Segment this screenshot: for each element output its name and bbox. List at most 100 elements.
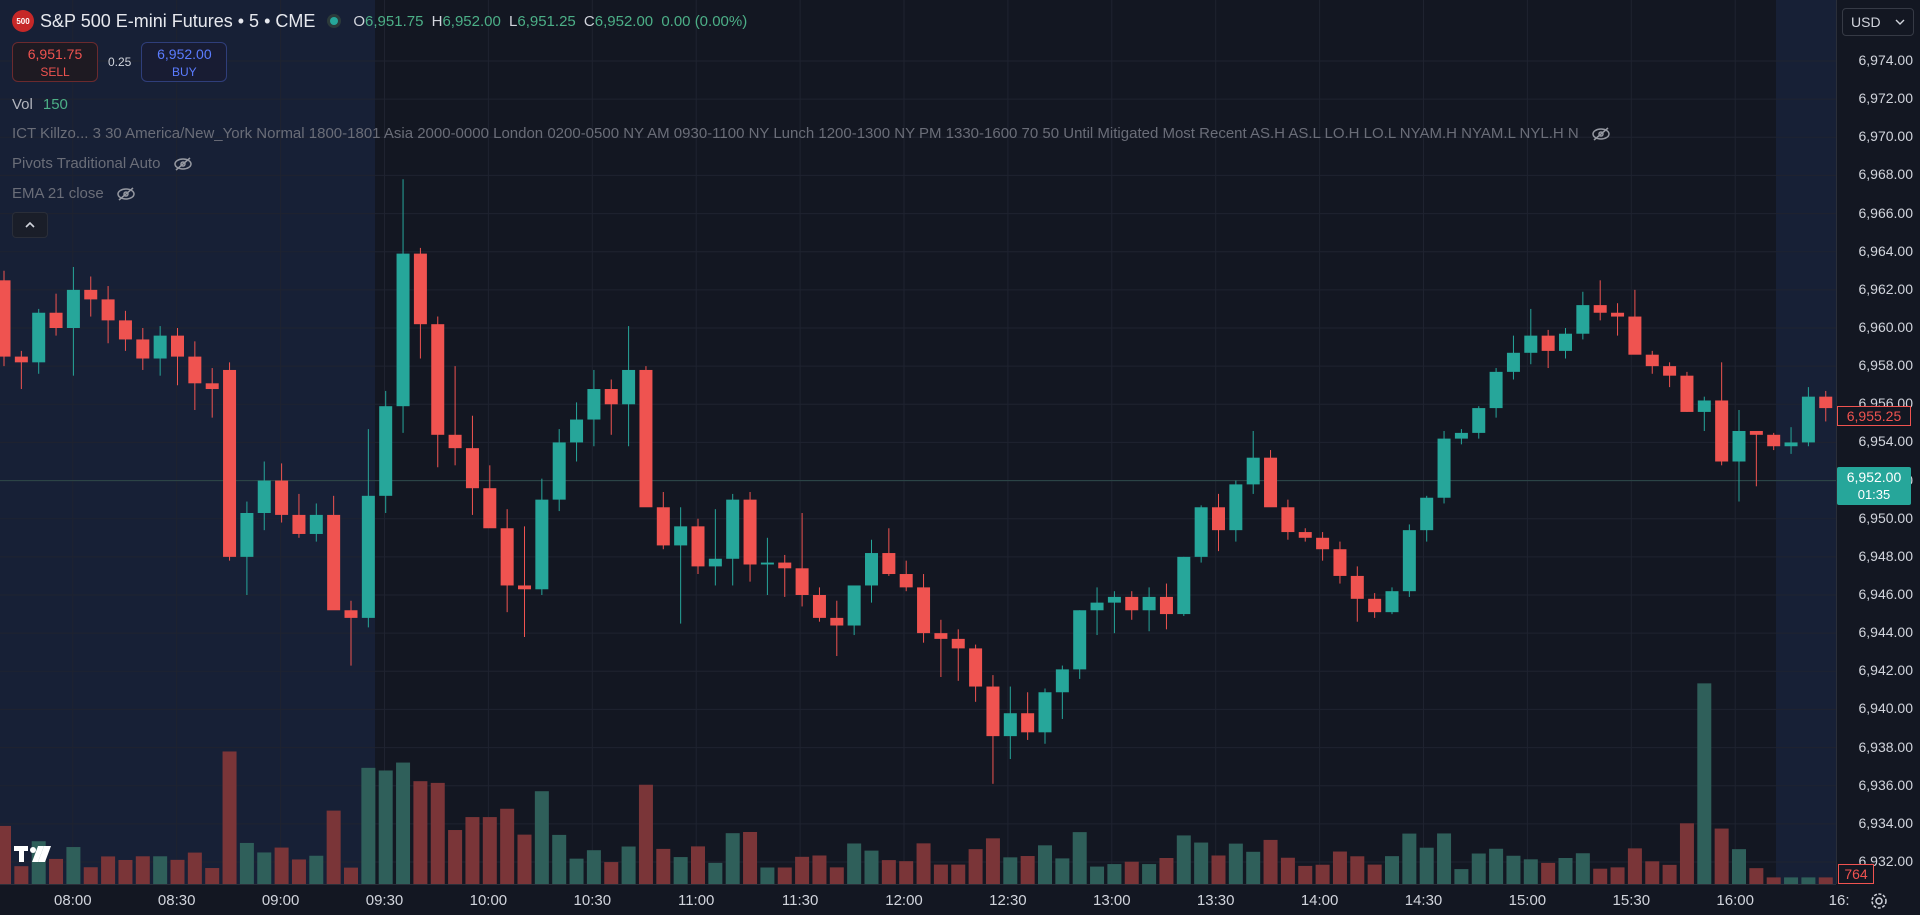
volume-bar bbox=[1749, 868, 1764, 884]
candle-body bbox=[1767, 434, 1781, 447]
price-axis[interactable]: 6,974.00 6,972.00 6,970.00 6,968.00 6,966.00… bbox=[1836, 0, 1920, 884]
candle-body bbox=[483, 488, 497, 529]
volume-bar bbox=[448, 830, 463, 884]
buy-button[interactable]: 6,952.00 BUY bbox=[141, 42, 228, 82]
volume-bar bbox=[725, 833, 740, 884]
candle-body bbox=[1801, 396, 1815, 443]
volume-bar bbox=[66, 847, 81, 884]
volume-bar bbox=[534, 791, 549, 884]
time-tick-label: 08:00 bbox=[54, 892, 92, 909]
candle-body bbox=[743, 499, 757, 565]
volume-bar bbox=[500, 808, 515, 884]
volume-bar bbox=[1194, 842, 1209, 884]
volume-bar bbox=[1766, 877, 1781, 884]
candle-body bbox=[0, 280, 11, 357]
price-tick-label: 6,938.00 bbox=[1858, 738, 1914, 755]
candlestick-chart[interactable] bbox=[0, 0, 1836, 884]
candle-body bbox=[1628, 316, 1642, 355]
volume-bar bbox=[83, 867, 98, 884]
volume-bar bbox=[1124, 861, 1139, 884]
ict-killzones-legend[interactable]: ICT Killzo... 3 30 America/New_York Norm… bbox=[12, 125, 1611, 142]
volume-bar bbox=[1523, 859, 1538, 884]
volume-bar bbox=[968, 849, 983, 884]
time-axis[interactable]: 08:00 08:30 09:00 09:30 10:00 10:30 11:00 11:30… bbox=[0, 884, 1850, 915]
symbol-title[interactable]: S&P 500 E-mini Futures • 5 • CME bbox=[40, 10, 316, 31]
eye-hidden-icon[interactable] bbox=[1591, 127, 1611, 141]
volume-bar bbox=[1142, 864, 1157, 884]
candle-body bbox=[1298, 532, 1312, 538]
candle-body bbox=[1663, 366, 1677, 376]
open-label: O bbox=[353, 12, 366, 30]
candle-body bbox=[847, 585, 861, 626]
sell-button[interactable]: 6,951.75 SELL bbox=[12, 42, 98, 82]
candle-body bbox=[674, 526, 688, 546]
volume-legend[interactable]: Vol 150 bbox=[12, 96, 68, 113]
volume-bar bbox=[552, 834, 567, 884]
volume-bar bbox=[187, 852, 202, 884]
candle-body bbox=[257, 480, 271, 513]
candle-body bbox=[1437, 438, 1451, 498]
volume-bar bbox=[1176, 835, 1191, 884]
buy-price: 6,952.00 bbox=[157, 46, 212, 62]
market-status-icon[interactable] bbox=[327, 14, 342, 28]
last-price-label: 6,952.00 01:35 bbox=[1837, 467, 1911, 505]
volume-bar bbox=[222, 751, 237, 884]
volume-bar bbox=[1332, 851, 1347, 884]
volume-bar bbox=[1280, 857, 1295, 884]
candle-body bbox=[570, 419, 584, 443]
volume-bar bbox=[1072, 832, 1087, 884]
volume-bar bbox=[829, 867, 844, 884]
candle-body bbox=[1576, 305, 1590, 334]
symbol-badge[interactable]: 500 bbox=[12, 10, 34, 32]
price-tick-label: 6,934.00 bbox=[1858, 814, 1914, 831]
volume-bar bbox=[482, 817, 497, 884]
volume-bar bbox=[1784, 877, 1799, 884]
volume-bar bbox=[517, 834, 532, 884]
candle-body bbox=[726, 499, 740, 559]
volume-bar bbox=[274, 847, 289, 884]
pivots-text: Pivots Traditional Auto bbox=[12, 155, 161, 172]
time-tick-label: 09:00 bbox=[261, 892, 300, 909]
volume-bar bbox=[812, 855, 827, 884]
candle-body bbox=[760, 562, 774, 565]
low-value: 6,951.25 bbox=[517, 12, 576, 30]
gear-icon[interactable] bbox=[1868, 890, 1890, 912]
currency-select[interactable]: USD bbox=[1842, 8, 1914, 36]
time-tick-label: 10:00 bbox=[469, 892, 508, 909]
pivots-legend[interactable]: Pivots Traditional Auto bbox=[12, 155, 193, 172]
candle-body bbox=[899, 574, 913, 588]
time-tick-label: 13:00 bbox=[1093, 892, 1131, 909]
eye-hidden-icon[interactable] bbox=[173, 157, 193, 171]
collapse-legend-button[interactable] bbox=[12, 212, 48, 238]
volume-bar bbox=[0, 825, 11, 884]
candle-body bbox=[396, 253, 410, 407]
candle-body bbox=[1229, 484, 1243, 531]
volume-bar bbox=[691, 846, 705, 884]
candle-body bbox=[223, 369, 237, 557]
candle-body bbox=[205, 383, 219, 390]
volume-bar bbox=[1298, 865, 1313, 884]
candle-body bbox=[240, 512, 254, 557]
volume-bar bbox=[1471, 853, 1486, 884]
candle-body bbox=[465, 448, 479, 489]
high-label: H bbox=[431, 12, 443, 30]
volume-bar bbox=[621, 846, 636, 884]
ema-legend[interactable]: EMA 21 close bbox=[12, 185, 136, 202]
candle-body bbox=[1819, 396, 1833, 409]
candle-body bbox=[934, 633, 948, 639]
volume-bar bbox=[309, 855, 324, 884]
currency-value: USD bbox=[1851, 14, 1881, 30]
volume-bar bbox=[1801, 877, 1816, 884]
candle-body bbox=[1003, 713, 1017, 737]
candle-body bbox=[32, 312, 46, 363]
candle-body bbox=[1715, 400, 1729, 462]
chart-area[interactable] bbox=[0, 0, 1836, 884]
tradingview-logo-icon[interactable] bbox=[14, 844, 52, 864]
candle-body bbox=[1680, 375, 1694, 412]
volume-bar bbox=[1055, 858, 1070, 884]
ohlc-values: O6,951.75 H6,952.00 L6,951.25 C6,952.00 … bbox=[353, 13, 751, 30]
volume-bar bbox=[708, 862, 723, 884]
eye-hidden-icon[interactable] bbox=[116, 187, 136, 201]
volume-bar bbox=[344, 867, 358, 884]
time-tick-label: 13:30 bbox=[1196, 892, 1235, 909]
